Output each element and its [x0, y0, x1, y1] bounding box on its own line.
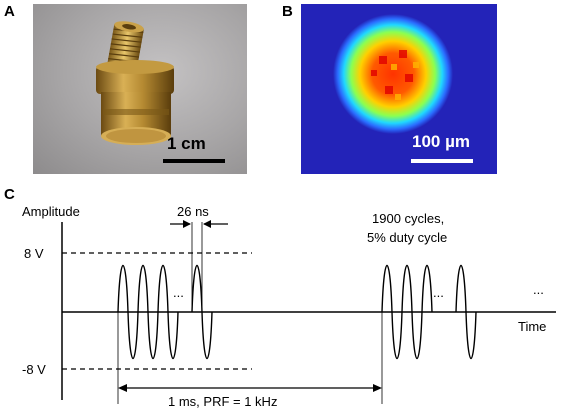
y-axis-label: Amplitude [22, 204, 80, 219]
period-arrowhead-right [373, 384, 382, 392]
x-axis-label: Time [518, 319, 546, 334]
period-arrowhead-left [118, 384, 127, 392]
heatmap-spot [333, 14, 453, 134]
period-label: 1 ms, PRF = 1 kHz [168, 394, 277, 409]
high-level-label: 8 V [24, 246, 44, 261]
panel-b-letter: B [282, 3, 293, 20]
pulse-width-label: 26 ns [177, 204, 209, 219]
first-burst-waveform [117, 264, 179, 360]
panel-a-letter: A [4, 3, 15, 20]
photo-scale-bar [163, 159, 225, 163]
low-level-label: -8 V [22, 362, 46, 377]
heatmap-scale-label: 100 µm [412, 132, 470, 151]
pulse-width-arrowhead-right [203, 220, 211, 228]
second-burst-waveform [381, 264, 433, 360]
transducer-photo [33, 4, 247, 174]
second-burst-last-cycle [455, 264, 477, 360]
heatmap-scale-bar [411, 159, 473, 163]
burst-1-ellipsis: ... [173, 285, 184, 300]
pulse-waveform-diagram: Amplitude Time 8 V -8 V ... 26 ns ... ..… [22, 204, 556, 409]
burst-note-line-1: 1900 cycles, [372, 211, 444, 226]
pulse-width-arrowhead-left [183, 220, 191, 228]
burst-2-ellipsis: ... [433, 285, 444, 300]
transducer-illustration [96, 21, 174, 145]
panel-c-letter: C [4, 186, 15, 203]
beam-heatmap [301, 4, 497, 174]
photo-scale-label: 1 cm [167, 134, 206, 153]
continuation-ellipsis: ... [533, 282, 544, 297]
burst-note-line-2: 5% duty cycle [367, 230, 447, 245]
